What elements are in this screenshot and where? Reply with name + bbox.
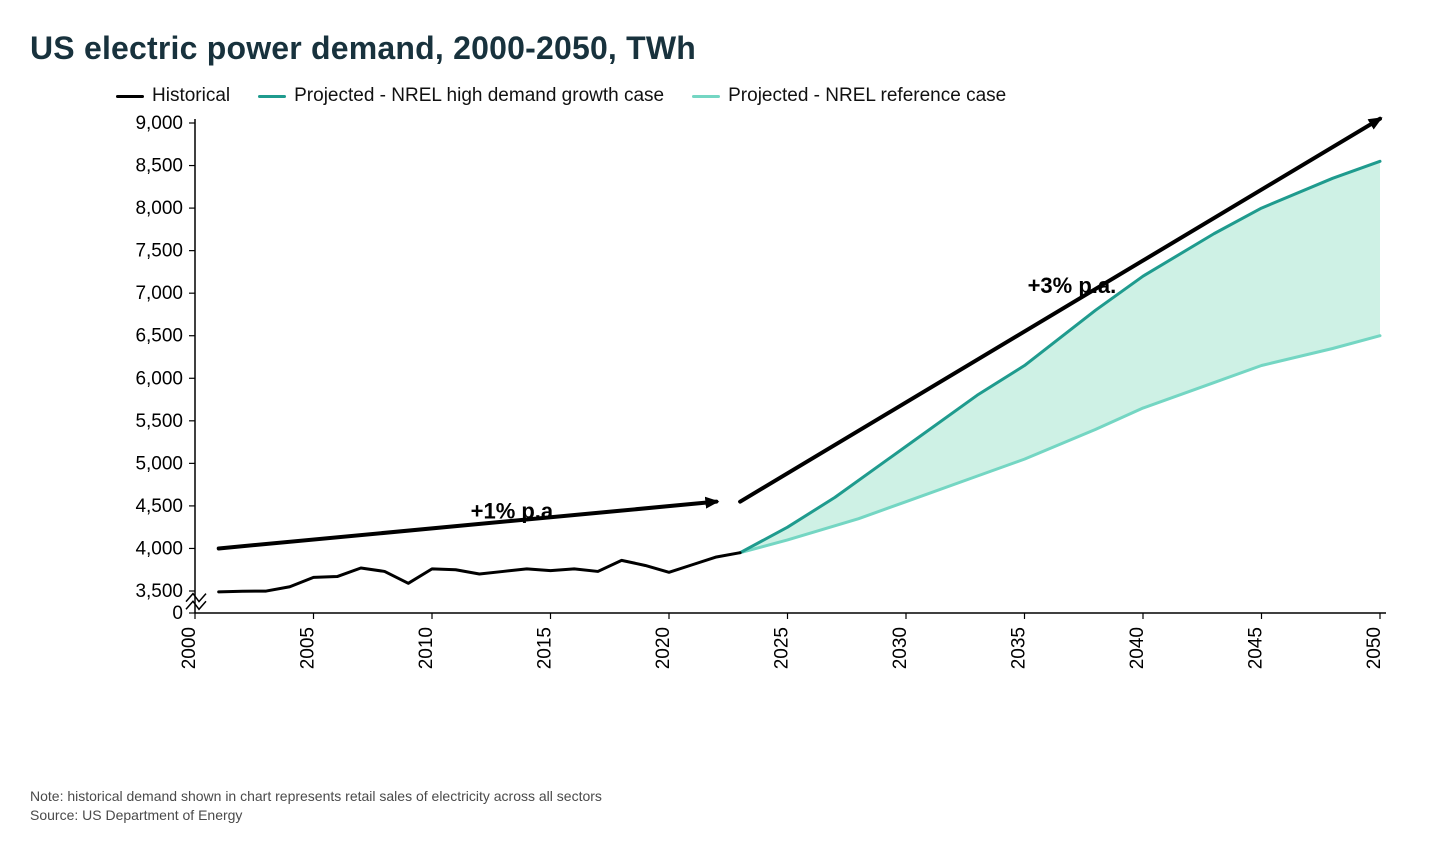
legend-label-historical: Historical (152, 85, 230, 107)
svg-text:2010: 2010 (416, 627, 437, 669)
svg-text:5,500: 5,500 (135, 411, 183, 432)
svg-text:6,000: 6,000 (135, 368, 183, 389)
legend-item-high: Projected - NREL high demand growth case (258, 85, 664, 107)
svg-text:8,000: 8,000 (135, 198, 183, 219)
svg-text:+1% p.a.: +1% p.a. (471, 499, 560, 524)
svg-text:2000: 2000 (179, 627, 200, 669)
svg-text:2050: 2050 (1364, 627, 1385, 669)
svg-text:5,000: 5,000 (135, 453, 183, 474)
legend-item-reference: Projected - NREL reference case (692, 85, 1006, 107)
chart-footnotes: Note: historical demand shown in chart r… (30, 787, 602, 826)
svg-text:2015: 2015 (535, 627, 556, 669)
svg-text:2020: 2020 (653, 627, 674, 669)
legend-label-high: Projected - NREL high demand growth case (294, 85, 664, 107)
legend-label-reference: Projected - NREL reference case (728, 85, 1006, 107)
svg-text:+3% p.a.: +3% p.a. (1028, 273, 1117, 298)
page: US electric power demand, 2000-2050, TWh… (0, 0, 1456, 852)
legend-swatch-high (258, 95, 286, 98)
svg-text:4,500: 4,500 (135, 496, 183, 517)
footnote-note: Note: historical demand shown in chart r… (30, 787, 602, 807)
svg-text:2045: 2045 (1246, 627, 1267, 669)
svg-text:2040: 2040 (1127, 627, 1148, 669)
svg-text:4,000: 4,000 (135, 538, 183, 559)
svg-text:0: 0 (172, 603, 183, 624)
svg-text:6,500: 6,500 (135, 326, 183, 347)
svg-text:2030: 2030 (890, 627, 911, 669)
svg-text:3,500: 3,500 (135, 581, 183, 602)
legend-item-historical: Historical (116, 85, 230, 107)
legend-swatch-reference (692, 95, 720, 98)
svg-text:8,500: 8,500 (135, 156, 183, 177)
legend: Historical Projected - NREL high demand … (116, 85, 1416, 107)
svg-text:7,500: 7,500 (135, 241, 183, 262)
chart-area: 03,500 4,000 4,500 5,000 5,500 6,000 6,500 7,00… (30, 113, 1400, 713)
svg-text:2025: 2025 (772, 627, 793, 669)
svg-text:9,000: 9,000 (135, 113, 183, 134)
line-chart-svg: 03,500 4,000 4,500 5,000 5,500 6,000 6,500 7,00… (30, 113, 1400, 713)
footnote-source: Source: US Department of Energy (30, 806, 602, 826)
chart-title: US electric power demand, 2000-2050, TWh (30, 30, 1416, 67)
legend-swatch-historical (116, 95, 144, 98)
svg-text:2035: 2035 (1009, 627, 1030, 669)
svg-text:7,000: 7,000 (135, 283, 183, 304)
svg-text:2005: 2005 (298, 627, 319, 669)
